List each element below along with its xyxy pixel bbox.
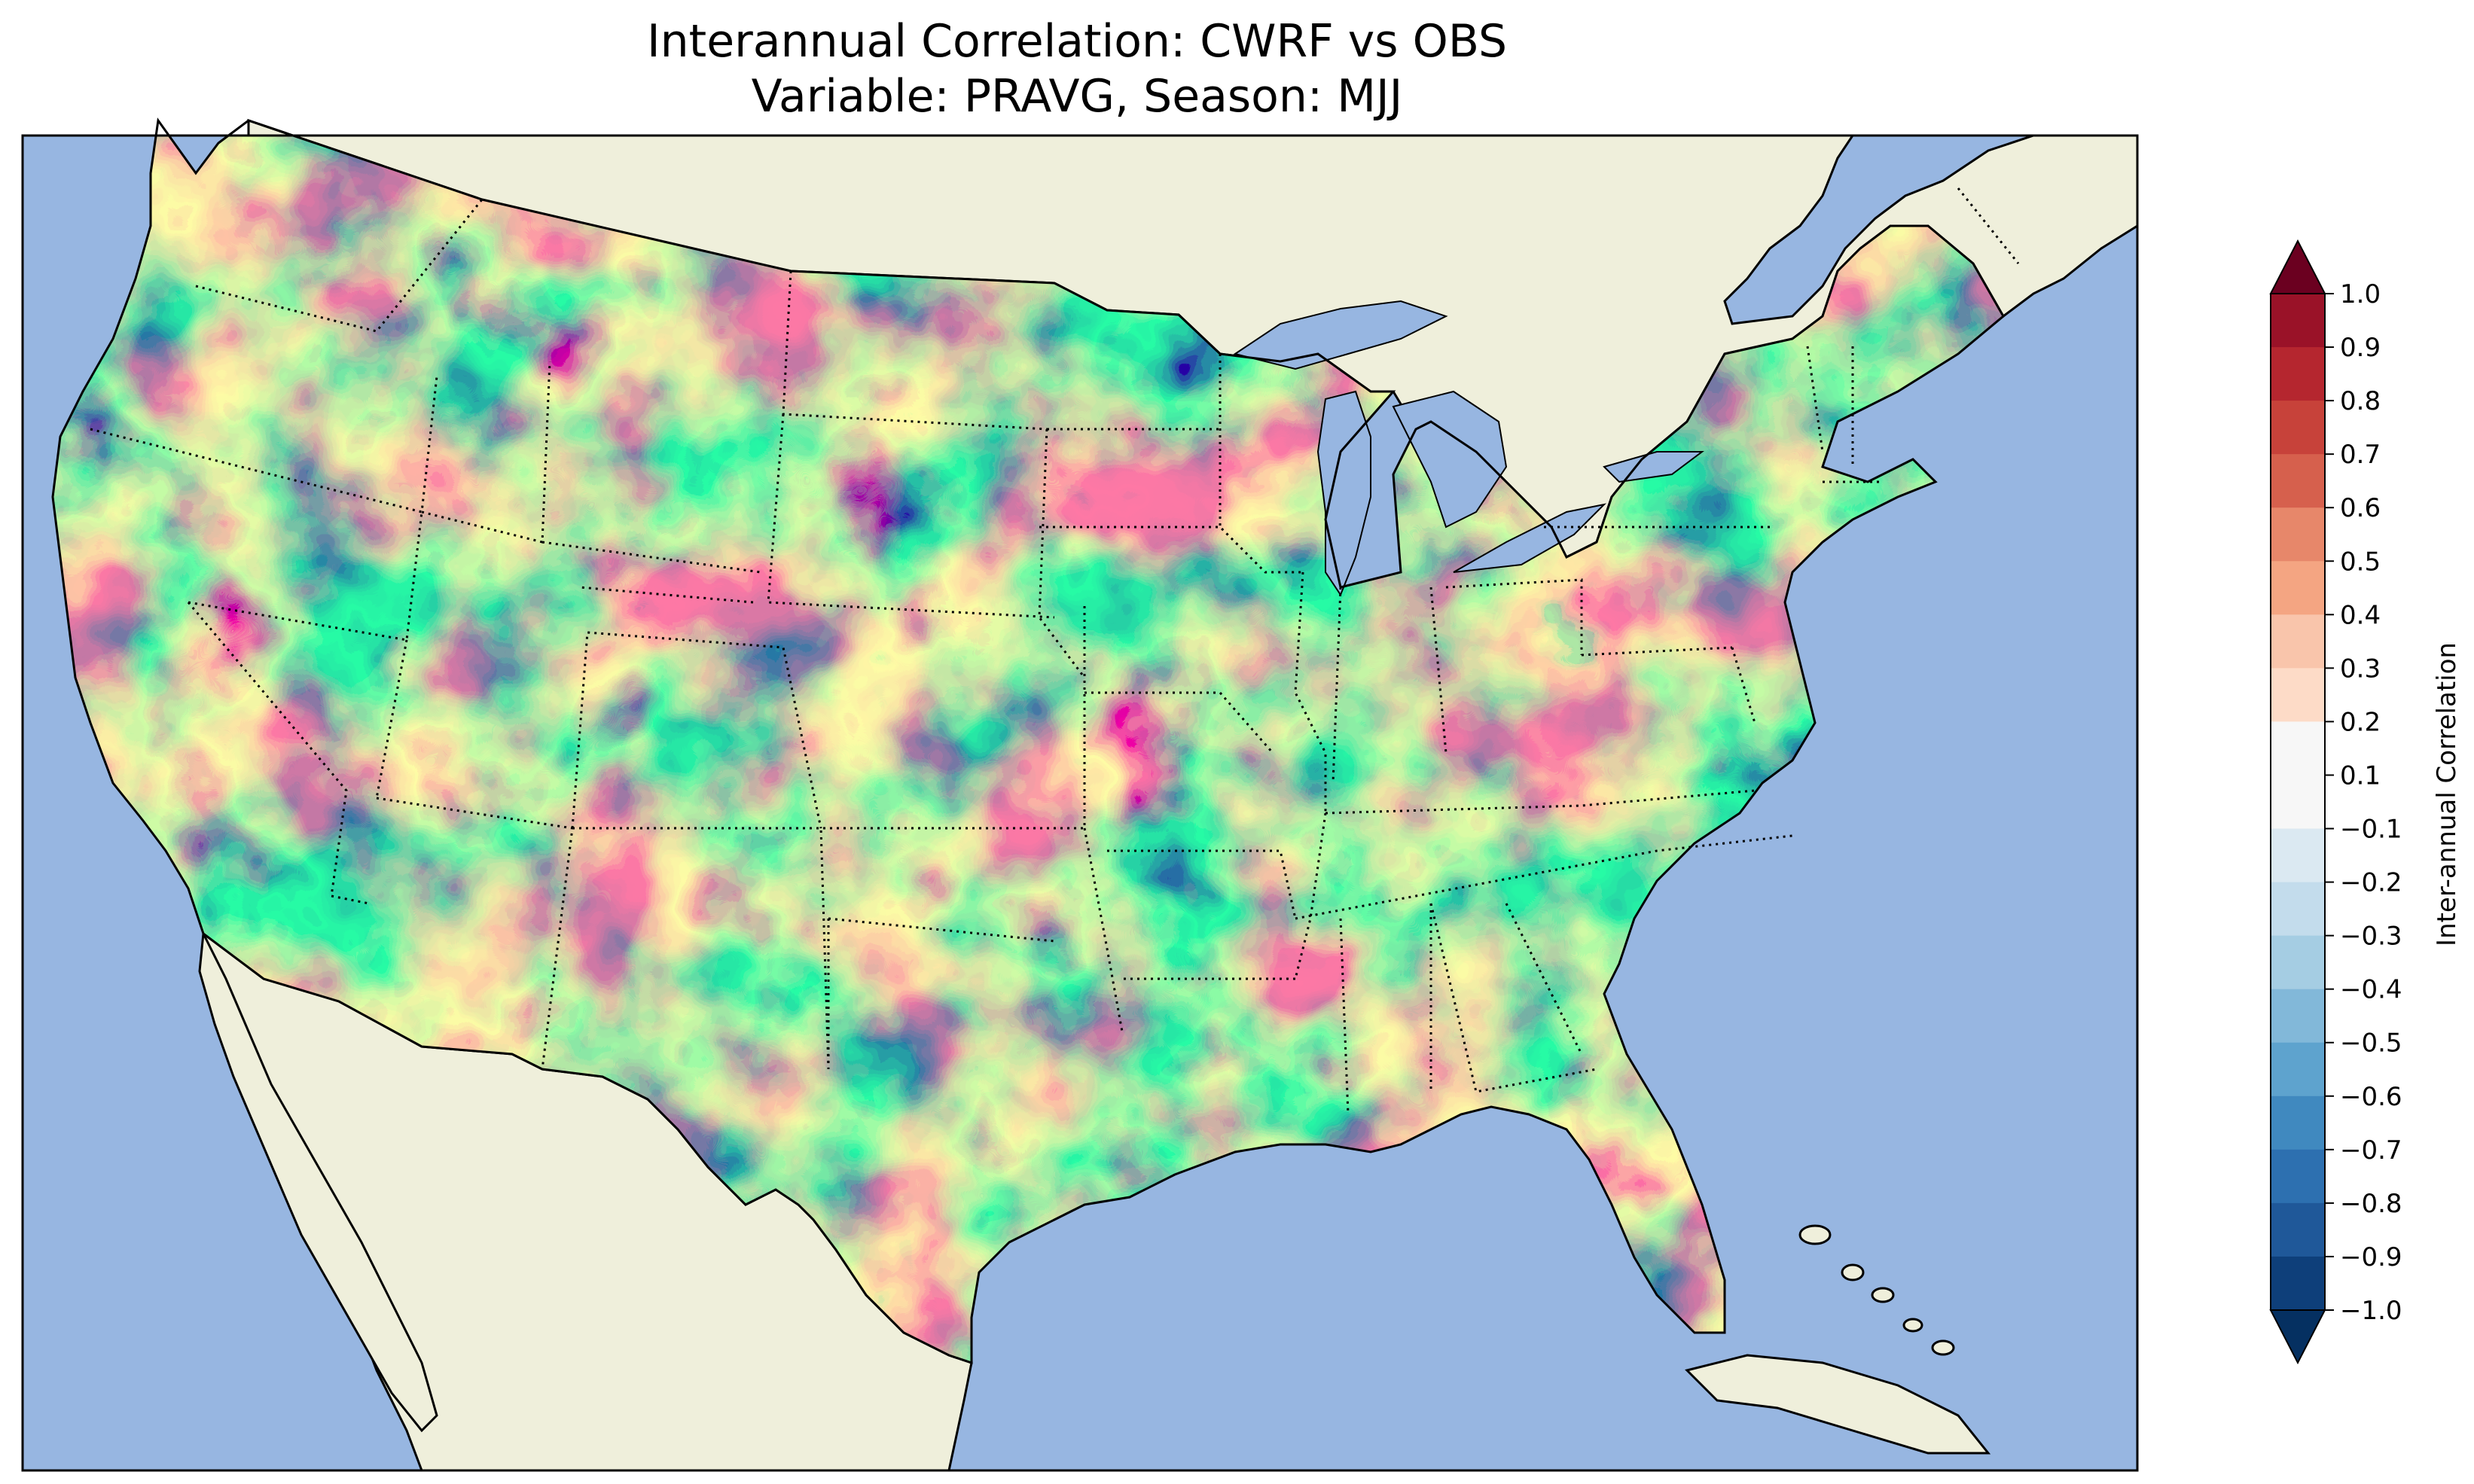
colorbar-segment	[2271, 347, 2325, 401]
colorbar-tick-label: 0.5	[2340, 547, 2381, 577]
colorbar-segment	[2271, 668, 2325, 722]
colorbar-segment	[2271, 294, 2325, 348]
colorbar-segment	[2271, 882, 2325, 937]
colorbar-tick-label: −0.8	[2340, 1189, 2402, 1219]
colorbar-tick-label: 0.4	[2340, 600, 2381, 630]
colorbar-segment	[2271, 989, 2325, 1044]
colorbar-extend-min	[2269, 1309, 2326, 1365]
colorbar-segment	[2271, 1202, 2325, 1257]
colorbar-tick-label: 0.7	[2340, 440, 2381, 470]
colorbar-segment	[2271, 721, 2325, 776]
colorbar-segment	[2271, 614, 2325, 669]
colorbar-tick-label: 0.9	[2340, 333, 2381, 363]
lake-erie	[1453, 503, 1607, 573]
colorbar-tick-label: −0.6	[2340, 1082, 2402, 1112]
colorbar-segment	[2271, 935, 2325, 990]
colorbar-segment	[2271, 1042, 2325, 1097]
chart-title-line2: Variable: PRAVG, Season: MJJ	[752, 70, 1403, 123]
colorbar-frame	[2270, 293, 2326, 1311]
map-panel	[21, 118, 2139, 1472]
colorbar-segment	[2271, 775, 2325, 830]
colorbar-tick-label: −0.3	[2340, 922, 2402, 952]
lake-superior	[1233, 300, 1448, 370]
colorbar-segment	[2271, 401, 2325, 455]
colorbar-tick-label: −0.5	[2340, 1028, 2402, 1059]
chart-title-line1: Interannual Correlation: CWRF vs OBS	[647, 15, 1507, 68]
colorbar-tick-label: −1.0	[2340, 1296, 2402, 1326]
land-baja-california	[198, 929, 438, 1433]
colorbar-tick-label: 0.8	[2340, 386, 2381, 416]
colorbar-tick-label: −0.4	[2340, 975, 2402, 1005]
state-borders	[90, 187, 2020, 1115]
colorbar-segment	[2271, 507, 2325, 562]
land-bahamas	[1798, 1224, 1955, 1356]
colorbar-segment	[2271, 1256, 2325, 1311]
colorbar: 1.0 0.9 0.8 0.7 0.6 0.5 0.4 0.3 0.2 0.1 −0.1 −0.2 −0…	[2269, 239, 2402, 1365]
colorbar-tick-label: 0.6	[2340, 493, 2381, 523]
colorbar-segment	[2271, 828, 2325, 883]
colorbar-extend-max	[2269, 239, 2326, 294]
colorbar-tick-label: 1.0	[2340, 279, 2381, 309]
colorbar-segment	[2271, 561, 2325, 615]
colorbar-segment	[2271, 1095, 2325, 1150]
colorbar-tick-label: −0.1	[2340, 815, 2402, 845]
colorbar-tick-label: 0.3	[2340, 654, 2381, 684]
colorbar-segment	[2271, 1149, 2325, 1204]
colorbar-tick-label: −0.9	[2340, 1242, 2402, 1272]
colorbar-segment	[2271, 454, 2325, 508]
colorbar-tick-label: −0.7	[2340, 1135, 2402, 1166]
colorbar-tick-label: −0.2	[2340, 868, 2402, 898]
colorbar-tick-label: 0.2	[2340, 707, 2381, 737]
land-cuba	[1685, 1354, 1991, 1455]
colorbar-label: Inter-annual Correlation	[2432, 642, 2462, 946]
colorbar-tick-label: 0.1	[2340, 760, 2381, 791]
map-frame	[21, 134, 2139, 1472]
